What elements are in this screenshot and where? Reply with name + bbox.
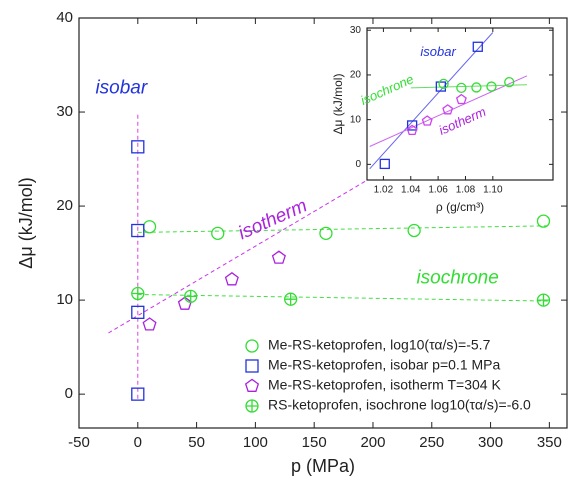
marker-circle xyxy=(211,226,225,240)
annotation: isobar xyxy=(420,44,456,59)
marker-circle xyxy=(456,82,467,94)
annotation: isobar xyxy=(95,78,147,99)
fit-line xyxy=(369,32,494,170)
x-tick-label: 1.06 xyxy=(428,185,448,196)
x-tick-label: 0 xyxy=(134,434,142,451)
marker-circle xyxy=(536,214,551,228)
marker-square xyxy=(406,120,418,131)
x-tick-label: 50 xyxy=(188,434,205,451)
y-tick-label: 10 xyxy=(350,114,362,125)
marker-pentagon xyxy=(142,317,157,331)
x-tick-label: 150 xyxy=(302,434,327,451)
marker-circle xyxy=(438,78,449,90)
marker-circle xyxy=(319,226,333,240)
marker-pentagon xyxy=(177,296,192,310)
marker-circle xyxy=(407,223,421,238)
marker-square xyxy=(379,158,390,170)
fit-line xyxy=(410,84,528,89)
fit-line xyxy=(137,294,550,302)
y-tick-label: 20 xyxy=(350,70,362,81)
y-tick-label: 40 xyxy=(56,9,73,26)
plot: 1.02 1.04 1.06 1.08 1.10 0 10 20 30 ρ (g/cm³) Δμ (… xyxy=(331,25,554,214)
y-tick-label: 30 xyxy=(350,25,362,36)
marker-pentagon xyxy=(455,93,467,105)
legend-label: Me-RS-ketoprofen, log10(τα/s)=-5.7 xyxy=(268,337,491,353)
fit-line xyxy=(108,172,380,334)
x-tick-label: -50 xyxy=(68,434,90,451)
legend-label: Me-RS-ketoprofen, isotherm T=304 K xyxy=(268,377,501,393)
marker-square xyxy=(131,223,145,238)
marker-circle xyxy=(142,220,157,234)
marker-crossed-circle xyxy=(184,289,198,303)
marker-circle xyxy=(504,76,515,88)
marker-square xyxy=(131,305,145,319)
marker-crossed-circle xyxy=(131,286,145,301)
annotation: isochrone xyxy=(416,267,498,288)
y-tick-label: 30 xyxy=(56,103,73,120)
y-tick-label: 0 xyxy=(65,385,73,402)
marker-crossed-circle xyxy=(245,399,259,413)
y-tick-label: 0 xyxy=(355,159,361,170)
legend-label: Me-RS-ketoprofen, isobar p=0.1 MPa xyxy=(268,357,500,373)
x-tick-label: 1.08 xyxy=(456,185,476,196)
x-axis-title: p (MPa) xyxy=(291,456,355,476)
annotation: isotherm xyxy=(235,195,310,244)
y-axis-title: Δμ (kJ/mol) xyxy=(16,177,36,268)
marker-crossed-circle xyxy=(284,292,298,306)
marker-pentagon xyxy=(244,378,260,392)
marker-square xyxy=(435,81,447,92)
marker-circle xyxy=(471,82,482,93)
x-tick-label: 250 xyxy=(419,434,444,451)
y-tick-label: 10 xyxy=(56,291,73,308)
fit-line xyxy=(369,75,528,147)
plot-frame xyxy=(366,27,554,181)
legend-label: RS-ketoprofen, isochrone log10(τα/s)=-6.… xyxy=(268,397,531,413)
marker-pentagon xyxy=(406,124,418,136)
x-tick-label: 1.04 xyxy=(401,185,421,196)
x-tick-label: 300 xyxy=(478,434,503,451)
x-tick-label: 100 xyxy=(243,434,268,451)
x-tick-label: 350 xyxy=(537,434,562,451)
fit-line xyxy=(137,225,550,233)
marker-square xyxy=(472,41,483,52)
marker-square xyxy=(131,387,145,401)
marker-circle xyxy=(486,81,497,92)
marker-pentagon xyxy=(224,271,239,286)
x-tick-label: 1.02 xyxy=(374,185,394,196)
marker-crossed-circle xyxy=(536,293,551,307)
x-tick-label: 200 xyxy=(360,434,385,451)
y-tick-label: 20 xyxy=(56,197,73,214)
x-tick-label: 1.10 xyxy=(483,185,503,196)
plot-frame xyxy=(78,17,568,429)
x-axis-title: ρ (g/cm³) xyxy=(436,200,484,214)
marker-pentagon xyxy=(271,250,286,264)
y-axis-title: Δμ (kJ/mol) xyxy=(331,74,345,135)
marker-pentagon xyxy=(442,104,454,115)
marker-pentagon xyxy=(421,115,433,126)
marker-circle xyxy=(245,339,259,353)
marker-square xyxy=(245,359,259,373)
marker-square xyxy=(131,140,145,154)
